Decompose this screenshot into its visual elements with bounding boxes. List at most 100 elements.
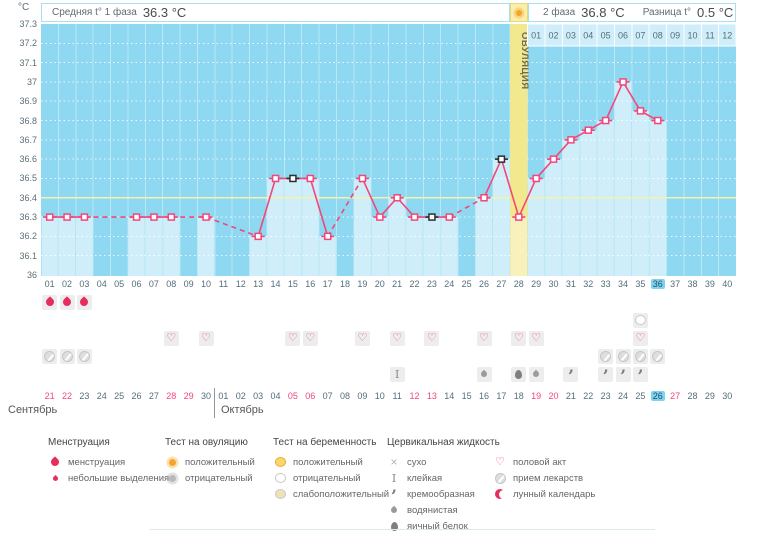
menstruation-cell-day-23[interactable] bbox=[423, 293, 440, 311]
medication-cell-day-40[interactable] bbox=[719, 347, 736, 365]
pregnancy-test-cell-day-9[interactable] bbox=[180, 311, 197, 329]
medication-cell-day-34[interactable] bbox=[614, 347, 631, 365]
date-Октябрь-29[interactable]: 29 bbox=[704, 391, 715, 401]
intercourse-cell-day-12[interactable] bbox=[232, 329, 249, 347]
cycle-day-25[interactable]: 25 bbox=[461, 279, 472, 289]
medication-cell-day-12[interactable] bbox=[232, 347, 249, 365]
cycle-day-32[interactable]: 32 bbox=[583, 279, 594, 289]
cycle-day-18[interactable]: 18 bbox=[340, 279, 351, 289]
date-Сентябрь-26[interactable]: 26 bbox=[131, 391, 142, 401]
cervical-fluid-cell-day-6[interactable] bbox=[128, 365, 145, 383]
pregnancy-test-cell-day-37[interactable] bbox=[667, 311, 684, 329]
cervical-fluid-cell-day-19[interactable] bbox=[354, 365, 371, 383]
intercourse-cell-day-35[interactable]: ♡ bbox=[632, 329, 649, 347]
temp-marker-day-14[interactable] bbox=[271, 174, 280, 183]
temp-marker-day-19[interactable] bbox=[358, 174, 367, 183]
cycle-day-26[interactable]: 26 bbox=[479, 279, 490, 289]
cervical-fluid-cell-day-17[interactable] bbox=[319, 365, 336, 383]
menstruation-cell-day-34[interactable] bbox=[614, 293, 631, 311]
cycle-day-19[interactable]: 19 bbox=[357, 279, 368, 289]
temp-marker-day-20[interactable] bbox=[376, 213, 384, 221]
intercourse-cell-day-24[interactable] bbox=[441, 329, 458, 347]
cervical-fluid-cell-day-15[interactable] bbox=[284, 365, 301, 383]
temp-marker-day-13[interactable] bbox=[254, 232, 262, 241]
pregnancy-test-cell-day-6[interactable] bbox=[128, 311, 145, 329]
date-Октябрь-23[interactable]: 23 bbox=[600, 391, 611, 401]
intercourse-cell-day-13[interactable] bbox=[250, 329, 267, 347]
date-Октябрь-1[interactable]: 01 bbox=[218, 391, 229, 401]
pregnancy-test-cell-day-39[interactable] bbox=[701, 311, 718, 329]
cervical-fluid-cell-day-18[interactable] bbox=[336, 365, 353, 383]
pregnancy-test-cell-day-25[interactable] bbox=[458, 311, 475, 329]
menstruation-cell-day-38[interactable] bbox=[684, 293, 701, 311]
pregnancy-test-cell-day-21[interactable] bbox=[389, 311, 406, 329]
cervical-fluid-cell-day-3[interactable] bbox=[76, 365, 93, 383]
menstruation-cell-day-18[interactable] bbox=[336, 293, 353, 311]
date-Октябрь-30[interactable]: 30 bbox=[722, 391, 733, 401]
intercourse-cell-day-40[interactable] bbox=[719, 329, 736, 347]
cycle-day-27[interactable]: 27 bbox=[496, 279, 507, 289]
temp-marker-day-24[interactable] bbox=[445, 213, 454, 221]
date-Сентябрь-25[interactable]: 25 bbox=[114, 391, 125, 401]
intercourse-cell-day-36[interactable] bbox=[649, 329, 666, 347]
intercourse-cell-day-31[interactable] bbox=[562, 329, 579, 347]
cervical-fluid-cell-day-31[interactable]: ’ bbox=[562, 365, 579, 385]
cervical-fluid-cell-day-14[interactable] bbox=[267, 365, 284, 383]
cycle-day-33[interactable]: 33 bbox=[600, 279, 611, 289]
cycle-day-12[interactable]: 12 bbox=[235, 279, 246, 289]
temp-marker-day-17[interactable] bbox=[323, 232, 332, 241]
cervical-fluid-cell-day-25[interactable] bbox=[458, 365, 475, 383]
pregnancy-test-cell-day-18[interactable] bbox=[336, 311, 353, 329]
date-Октябрь-10[interactable]: 10 bbox=[374, 391, 385, 401]
menstruation-cell-day-14[interactable] bbox=[267, 293, 284, 311]
date-Октябрь-12[interactable]: 12 bbox=[409, 391, 420, 401]
intercourse-cell-day-16[interactable]: ♡ bbox=[302, 329, 319, 347]
cycle-day-5[interactable]: 05 bbox=[114, 279, 125, 289]
medication-cell-day-17[interactable] bbox=[319, 347, 336, 365]
date-Октябрь-7[interactable]: 07 bbox=[322, 391, 333, 401]
cervical-fluid-cell-day-30[interactable] bbox=[545, 365, 562, 383]
menstruation-cell-day-1[interactable] bbox=[41, 293, 58, 311]
medication-cell-day-9[interactable] bbox=[180, 347, 197, 365]
temp-marker-day-16[interactable] bbox=[306, 174, 315, 183]
pregnancy-test-cell-day-10[interactable] bbox=[197, 311, 214, 329]
pregnancy-test-cell-day-4[interactable] bbox=[93, 311, 110, 329]
pregnancy-test-cell-day-13[interactable] bbox=[250, 311, 267, 329]
temp-marker-day-6[interactable] bbox=[132, 213, 141, 221]
pregnancy-test-cell-day-28[interactable] bbox=[510, 311, 527, 329]
medication-cell-day-20[interactable] bbox=[371, 347, 388, 365]
date-Октябрь-25[interactable]: 25 bbox=[635, 391, 646, 401]
cervical-fluid-cell-day-23[interactable] bbox=[423, 365, 440, 383]
cycle-day-9[interactable]: 09 bbox=[183, 279, 194, 289]
pregnancy-test-cell-day-36[interactable] bbox=[649, 311, 666, 329]
temp-marker-day-15[interactable] bbox=[289, 174, 297, 183]
cervical-fluid-cell-day-4[interactable] bbox=[93, 365, 110, 383]
cycle-day-28[interactable]: 28 bbox=[513, 279, 524, 289]
cervical-fluid-cell-day-13[interactable] bbox=[250, 365, 267, 383]
intercourse-cell-day-38[interactable] bbox=[684, 329, 701, 347]
medication-cell-day-1[interactable] bbox=[41, 347, 58, 365]
menstruation-cell-day-27[interactable] bbox=[493, 293, 510, 311]
date-Сентябрь-28[interactable]: 28 bbox=[166, 391, 177, 401]
pregnancy-test-cell-day-14[interactable] bbox=[267, 311, 284, 329]
intercourse-cell-day-30[interactable] bbox=[545, 329, 562, 347]
menstruation-cell-day-11[interactable] bbox=[215, 293, 232, 311]
medication-cell-day-10[interactable] bbox=[197, 347, 214, 365]
cervical-fluid-cell-day-36[interactable] bbox=[649, 365, 666, 383]
medication-cell-day-11[interactable] bbox=[215, 347, 232, 365]
medication-cell-day-27[interactable] bbox=[493, 347, 510, 365]
menstruation-cell-day-39[interactable] bbox=[701, 293, 718, 311]
medication-cell-day-22[interactable] bbox=[406, 347, 423, 365]
temp-marker-day-26[interactable] bbox=[480, 194, 488, 202]
medication-cell-day-36[interactable] bbox=[649, 347, 666, 365]
pregnancy-test-cell-day-27[interactable] bbox=[493, 311, 510, 329]
intercourse-cell-day-10[interactable]: ♡ bbox=[197, 329, 214, 347]
menstruation-cell-day-22[interactable] bbox=[406, 293, 423, 311]
cervical-fluid-cell-day-35[interactable]: ’ bbox=[632, 365, 649, 385]
cervical-fluid-cell-day-40[interactable] bbox=[719, 365, 736, 383]
menstruation-cell-day-37[interactable] bbox=[667, 293, 684, 311]
cervical-fluid-cell-day-26[interactable] bbox=[475, 365, 492, 383]
menstruation-cell-day-30[interactable] bbox=[545, 293, 562, 311]
intercourse-cell-day-23[interactable]: ♡ bbox=[423, 329, 440, 347]
cycle-day-29[interactable]: 29 bbox=[531, 279, 542, 289]
